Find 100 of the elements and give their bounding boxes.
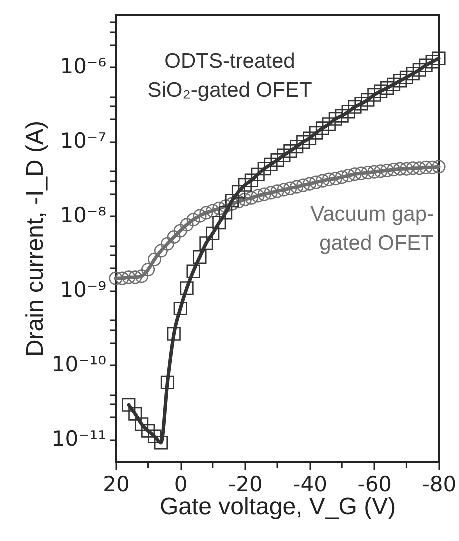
point (109, 272, 123, 286)
y-tick-label: 10⁻¹⁰ (52, 352, 106, 377)
point (142, 424, 156, 438)
point (251, 189, 265, 203)
x-tick-label: 0 (174, 472, 188, 496)
point (412, 162, 426, 176)
point (219, 200, 233, 214)
point (200, 206, 214, 220)
point (258, 162, 272, 176)
point (193, 209, 207, 223)
point (186, 264, 200, 278)
point (342, 105, 356, 119)
point (186, 213, 200, 227)
point (309, 126, 324, 140)
series-label: ODTS-treated SiO₂-gated OFET (148, 50, 312, 102)
x-axis-title: Gate voltage, V_G (V) (160, 494, 396, 520)
point (316, 174, 330, 188)
y-tick-label: 10⁻⁶ (60, 54, 106, 79)
point (368, 165, 382, 179)
y-tick-label: 10⁻⁷ (60, 129, 106, 154)
point (335, 170, 349, 184)
point (160, 376, 174, 390)
point (232, 185, 246, 199)
point (406, 162, 420, 176)
point (128, 407, 142, 421)
point (142, 263, 156, 277)
y-tick-label: 10⁻⁹ (60, 278, 106, 302)
point (148, 252, 162, 266)
point (212, 216, 226, 230)
point (419, 160, 433, 174)
point (361, 166, 375, 180)
point (432, 160, 446, 174)
point (264, 158, 278, 172)
point (226, 194, 240, 208)
point (284, 182, 298, 196)
point (167, 230, 181, 244)
point (277, 183, 291, 197)
x-tick-label: 20 (103, 472, 130, 496)
point (244, 191, 258, 205)
point (400, 162, 414, 176)
point (270, 154, 284, 168)
point (238, 192, 252, 206)
point (426, 160, 440, 174)
point (393, 162, 408, 176)
point (419, 58, 433, 72)
point (193, 250, 207, 264)
point (160, 237, 174, 251)
point (270, 184, 284, 198)
point (374, 164, 388, 178)
point (128, 270, 142, 284)
point (135, 270, 149, 284)
y-tick-label: 10⁻⁸ (60, 204, 106, 228)
point (180, 282, 194, 296)
point (174, 302, 188, 316)
point (167, 327, 181, 341)
point (432, 52, 446, 66)
point (335, 109, 349, 123)
point (206, 204, 220, 218)
point (348, 168, 362, 182)
point (284, 144, 298, 158)
point (148, 430, 162, 444)
point (174, 224, 188, 238)
point (296, 178, 310, 192)
point (180, 218, 194, 232)
point (264, 186, 278, 200)
y-axis-title: Drain current, -I_D (A) (22, 120, 49, 358)
point (200, 236, 214, 250)
series-label: Vacuum gap- gated OFET (310, 203, 434, 255)
point (322, 172, 336, 186)
x-tick-label: -20 (228, 472, 263, 496)
point (328, 112, 342, 126)
point (354, 97, 368, 111)
point (296, 135, 310, 149)
point (400, 70, 414, 84)
point (412, 63, 426, 77)
x-tick-label: -80 (422, 472, 457, 496)
x-tick-label: -60 (358, 472, 392, 496)
point (406, 67, 420, 81)
point (348, 100, 362, 114)
point (238, 178, 252, 192)
point (354, 166, 368, 180)
point (251, 168, 265, 182)
point (309, 176, 324, 190)
point (368, 88, 382, 102)
point (290, 180, 304, 194)
point (387, 163, 401, 177)
point (426, 55, 440, 69)
point (387, 78, 401, 92)
y-tick-label: 10⁻¹¹ (52, 427, 106, 452)
point (303, 132, 317, 146)
point (154, 436, 168, 450)
point (135, 418, 149, 432)
point (277, 148, 291, 162)
x-tick-label: -40 (293, 472, 328, 496)
point (219, 206, 233, 220)
point (380, 164, 394, 178)
point (380, 81, 394, 96)
point (328, 172, 342, 186)
point (374, 84, 388, 98)
point (290, 140, 304, 154)
